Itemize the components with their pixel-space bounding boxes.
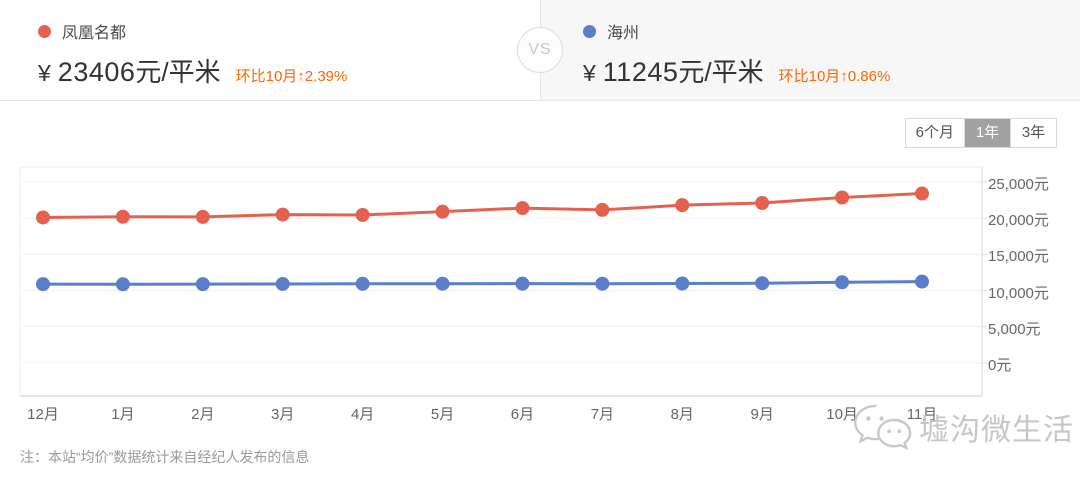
data-point[interactable] [835, 190, 850, 205]
data-point[interactable] [755, 276, 770, 291]
data-point[interactable] [115, 277, 130, 292]
price-value: 11245 [602, 57, 679, 87]
series-dot-red-icon [38, 24, 51, 38]
data-point[interactable] [195, 277, 210, 292]
price-trend-chart[interactable] [0, 101, 1080, 432]
series-dot-blue-icon [583, 24, 596, 38]
currency-symbol: ¥ [583, 60, 596, 86]
property-price-row: ¥ 11245 元/平米 环比10月↑0.86% [583, 52, 1080, 89]
data-point[interactable] [595, 276, 610, 291]
currency-symbol: ¥ [38, 60, 51, 86]
series-line-海州 [41, 280, 924, 286]
property-panel-left: 凤凰名都 ¥ 23406 元/平米 环比10月↑2.39% [0, 0, 540, 100]
data-point[interactable] [835, 275, 850, 290]
data-point[interactable] [435, 276, 450, 291]
data-point[interactable] [195, 209, 210, 224]
series-line-凤凰名都 [41, 192, 924, 219]
property-name: 凤凰名都 [62, 25, 127, 42]
tab-1-year[interactable]: 1年 [964, 119, 1010, 147]
price-trend-section: 6个月 1年 3年 0元 5,000元 10,000元 15,000元 20,000元 2… [0, 101, 1080, 432]
month-over-month-change: 环比10月↑0.86% [778, 68, 891, 85]
property-panel-right: 海州 ¥ 11245 元/平米 环比10月↑0.86% [540, 0, 1080, 100]
data-point[interactable] [36, 210, 50, 225]
price-unit: 元/平米 [135, 57, 221, 87]
data-point[interactable] [515, 201, 530, 216]
price-unit: 元/平米 [678, 57, 764, 87]
property-name-row: 凤凰名都 [38, 19, 540, 43]
property-price-row: ¥ 23406 元/平米 环比10月↑2.39% [38, 52, 540, 89]
data-point[interactable] [275, 276, 290, 291]
tab-6-months[interactable]: 6个月 [905, 119, 964, 147]
price-value: 23406 [57, 57, 136, 87]
vs-label: VS [528, 41, 552, 58]
data-source-note: 注：本站“均价”数据统计来自经纪人发布的信息 [20, 449, 310, 465]
data-point[interactable] [435, 204, 450, 219]
data-point[interactable] [915, 186, 929, 201]
data-point[interactable] [355, 276, 370, 291]
property-name-row: 海州 [583, 19, 1080, 43]
month-over-month-change: 环比10月↑2.39% [235, 68, 348, 85]
data-point[interactable] [515, 276, 530, 291]
data-point[interactable] [675, 276, 690, 291]
vs-badge: VS [517, 27, 563, 73]
data-point[interactable] [675, 198, 690, 213]
tab-3-years[interactable]: 3年 [1010, 119, 1056, 147]
data-point[interactable] [36, 277, 50, 292]
data-point[interactable] [755, 195, 770, 210]
property-name: 海州 [607, 25, 640, 42]
data-point[interactable] [595, 202, 610, 217]
compare-header: 凤凰名都 ¥ 23406 元/平米 环比10月↑2.39% 海州 ¥ 11245… [0, 0, 1080, 101]
data-point[interactable] [355, 207, 370, 222]
data-point[interactable] [115, 209, 130, 224]
data-point[interactable] [915, 274, 929, 289]
time-range-tabs: 6个月 1年 3年 [904, 118, 1057, 148]
data-point[interactable] [275, 207, 290, 222]
